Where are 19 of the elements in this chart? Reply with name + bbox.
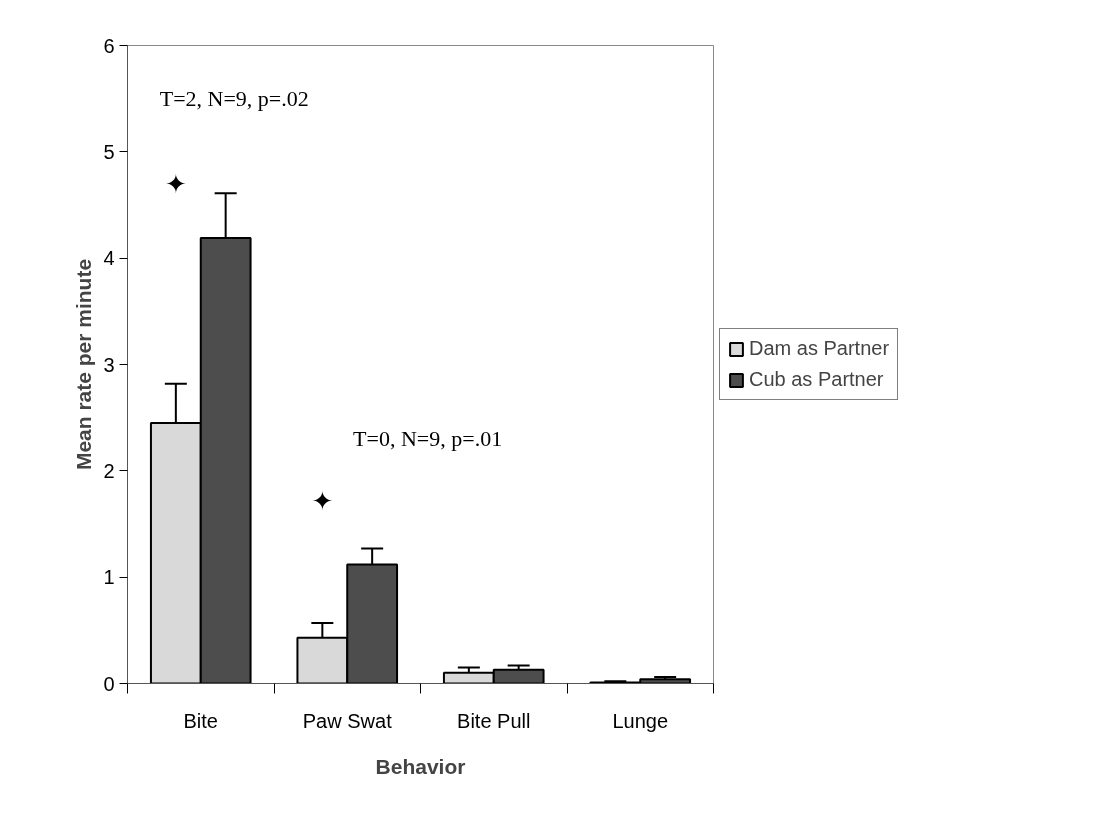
- y-tick-label: 1: [103, 566, 115, 589]
- y-tick-label: 5: [103, 140, 115, 163]
- annotation: T=0, N=9, p=.01: [353, 426, 503, 452]
- x-axis-title: Behavior: [375, 754, 466, 778]
- x-tick-label: Paw Swat: [302, 709, 393, 732]
- annotation: T=2, N=9, p=.02: [159, 86, 309, 112]
- x-tick-label: Bite Pull: [457, 709, 531, 732]
- x-tick-label: Lunge: [612, 709, 669, 732]
- annotation: ✦: [164, 168, 187, 199]
- y-axis-title: Mean rate per minute: [72, 258, 96, 471]
- x-tick-label: Bite: [183, 709, 218, 732]
- legend-label: Dam as Partner: [749, 337, 890, 360]
- y-tick-label: 4: [103, 247, 115, 270]
- annotation: ✦: [311, 485, 334, 516]
- y-tick-label: 6: [103, 34, 115, 57]
- y-tick-label: 0: [103, 672, 115, 695]
- y-tick-label: 3: [103, 353, 115, 376]
- legend-label: Cub as Partner: [749, 368, 884, 391]
- y-tick-label: 2: [103, 459, 115, 482]
